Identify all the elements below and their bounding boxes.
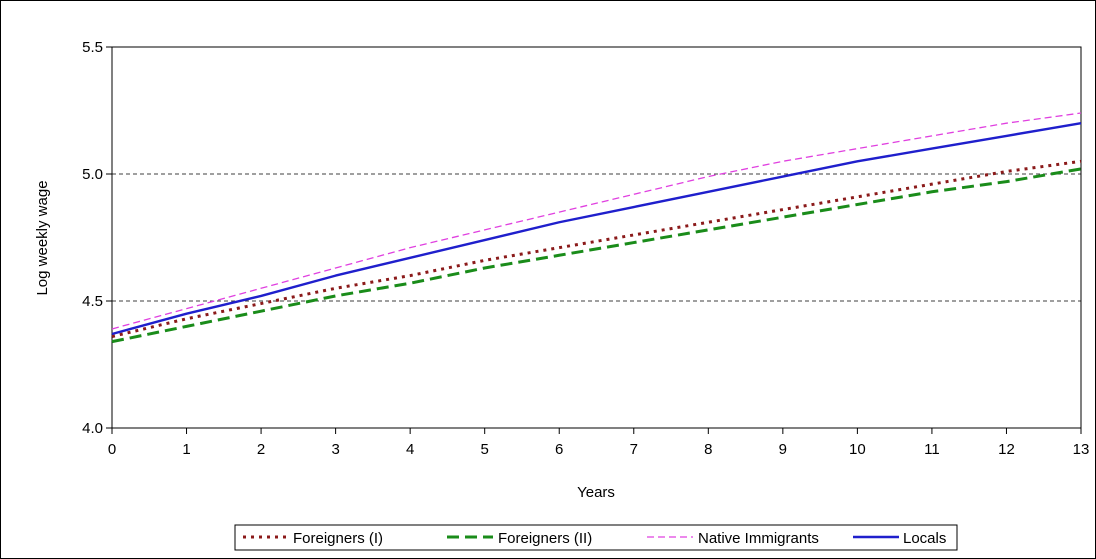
gridlines [112,173,1081,302]
legend-label-0: Foreigners (I) [293,530,383,547]
y-tick-label: 4.0 [82,420,103,437]
legend-box [234,524,958,551]
x-tick-label: 4 [406,441,414,458]
x-tick-label: 7 [630,441,638,458]
x-tick-label: 3 [331,441,339,458]
x-tick-label: 12 [998,441,1015,458]
y-axis: 4.0 4.5 5.0 5.5 [82,39,112,437]
x-tick-label: 13 [1073,441,1090,458]
legend-label-3: Locals [903,530,946,547]
y-tick-label: 4.5 [82,293,103,310]
x-axis-title: Years [577,484,615,501]
legend-label-2: Native Immigrants [698,530,819,547]
x-tick-label: 1 [182,441,190,458]
y-tick-label: 5.0 [82,166,103,183]
x-tick-label: 9 [779,441,787,458]
legend-label-1: Foreigners (II) [498,530,592,547]
plot-area [111,46,1082,429]
x-tick-label: 6 [555,441,563,458]
legend: Foreigners (I) Foreigners (II) Native Immi… [234,524,958,551]
series-line-2 [111,112,1082,330]
x-tick-label: 8 [704,441,712,458]
series-line-3 [111,122,1082,336]
series-line-1 [111,167,1082,344]
x-tick-label: 10 [849,441,866,458]
x-tick-label: 11 [924,441,940,458]
y-tick-label: 5.5 [82,39,103,56]
x-axis: 0 1 2 3 4 5 6 7 8 9 10 11 12 13 [108,428,1090,458]
x-tick-label: 2 [257,441,265,458]
x-tick-label: 5 [481,441,489,458]
x-tick-label: 0 [108,441,116,458]
y-axis-title: Log weekly wage [34,180,51,295]
series-lines [111,112,1082,344]
